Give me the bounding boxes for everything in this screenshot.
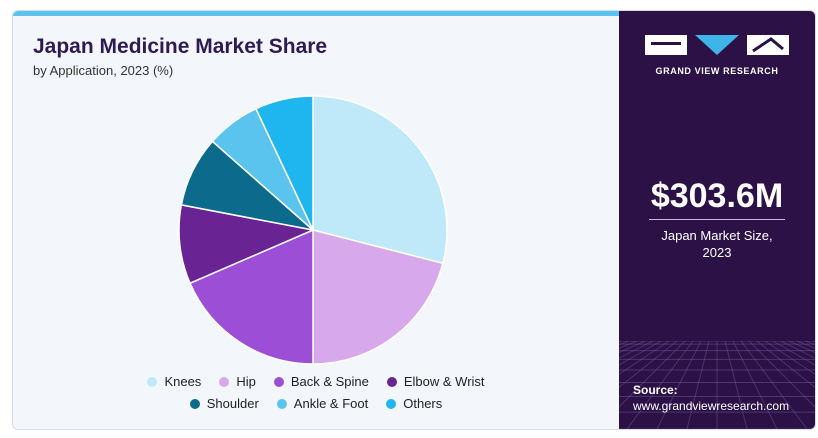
legend-swatch [386,398,397,409]
market-size-label-line2: 2023 [702,245,732,260]
market-size-label-line1: Japan Market Size, [661,228,773,243]
decorative-grid [619,341,815,429]
source-url[interactable]: www.grandviewresearch.com [633,399,790,413]
legend-item: Elbow & Wrist [386,374,485,389]
legend-label: Knees [164,374,202,389]
pie-slice-elbow-wrist [178,204,316,285]
legend-swatch [219,376,230,387]
chart-subtitle: by Application, 2023 (%) [33,63,174,78]
source-label: Source: [633,383,678,397]
summary-panel: GRAND VIEW RESEARCH $303.6M Japan Market… [619,11,815,429]
legend-row: Knees Hip Back & Spine Elbow & Wrist [13,374,619,389]
legend-item: Back & Spine [273,374,369,389]
legend-swatch [276,398,287,409]
legend-row: Shoulder Ankle & Foot Others [13,396,619,411]
legend-swatch [273,376,284,387]
legend-label: Back & Spine [290,374,369,389]
pie-slice-others [254,95,314,231]
market-size-value: $303.6M [650,177,784,215]
pie-slice-back-spine [189,228,314,365]
market-size-label: Japan Market Size, 2023 [639,227,795,261]
legend-swatch [386,376,397,387]
pie-chart [178,95,448,365]
grand-view-research-logo [645,35,789,55]
legend-label: Ankle & Foot [293,396,369,411]
pie-slice-knees [312,95,448,265]
legend-label: Others [403,396,443,411]
legend-swatch [147,376,158,387]
legend-item: Knees [147,374,201,389]
legend-label: Elbow & Wrist [403,374,485,389]
chart-legend: Knees Hip Back & Spine Elbow & Wrist Should… [13,374,619,418]
legend-item: Hip [219,374,256,389]
legend-item: Others [386,396,442,411]
brand-name: GRAND VIEW RESEARCH [655,66,779,76]
pie-slice-hip [312,229,444,365]
chart-card: Japan Medicine Market Share by Applicati… [12,10,816,430]
legend-label: Shoulder [206,396,259,411]
accent-bar [13,11,619,16]
legend-item: Ankle & Foot [276,396,369,411]
legend-item: Shoulder [189,396,259,411]
divider [649,219,785,220]
legend-swatch [189,398,200,409]
legend-label: Hip [236,374,256,389]
chart-title: Japan Medicine Market Share [33,35,328,58]
